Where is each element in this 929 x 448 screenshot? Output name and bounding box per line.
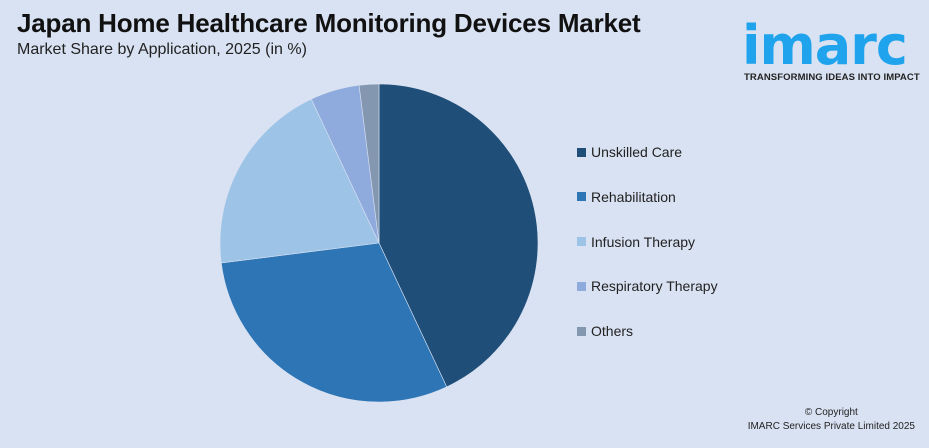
pie-slice-rehabilitation (220, 242, 448, 403)
pie-slice-others (358, 83, 380, 244)
legend-swatch (577, 326, 586, 336)
legend-swatch (577, 281, 586, 291)
legend-label: Unskilled Care (591, 144, 683, 160)
imarc-logo: imarc TRANSFORMING IDEAS INTO IMPACT (742, 6, 922, 86)
legend-label: Others (591, 323, 634, 340)
legend-swatch (577, 237, 586, 247)
legend-item-others: Others (577, 321, 718, 341)
chart-title: Japan Home Healthcare Monitoring Devices… (17, 8, 641, 38)
legend-swatch (577, 147, 586, 157)
pie-slice-unskilled-care (378, 83, 539, 388)
legend-label: Respiratory Therapy (591, 278, 718, 295)
chart-legend: Unskilled Care Rehabilitation Infusion T… (577, 142, 718, 366)
copyright-line: © Copyright (804, 407, 858, 418)
logo-tagline: TRANSFORMING IDEAS INTO IMPACT (744, 72, 920, 83)
legend-item-unskilled-care: Unskilled Care (577, 142, 718, 162)
legend-label: Infusion Therapy (591, 233, 696, 250)
legend-label: Rehabilitation (591, 188, 676, 205)
copyright-company: IMARC Services Private Limited 2025 (747, 421, 915, 432)
legend-item-infusion-therapy: Infusion Therapy (577, 232, 718, 252)
legend-swatch (577, 192, 586, 202)
legend-item-rehabilitation: Rehabilitation (577, 187, 718, 207)
pie-slice-infusion-therapy (219, 98, 380, 264)
logo-wordmark: imarc (742, 14, 908, 77)
legend-item-respiratory-therapy: Respiratory Therapy (577, 276, 718, 296)
copyright-footer: © Copyright IMARC Services Private Limit… (748, 406, 915, 434)
chart-subtitle: Market Share by Application, 2025 (in %) (17, 41, 307, 58)
